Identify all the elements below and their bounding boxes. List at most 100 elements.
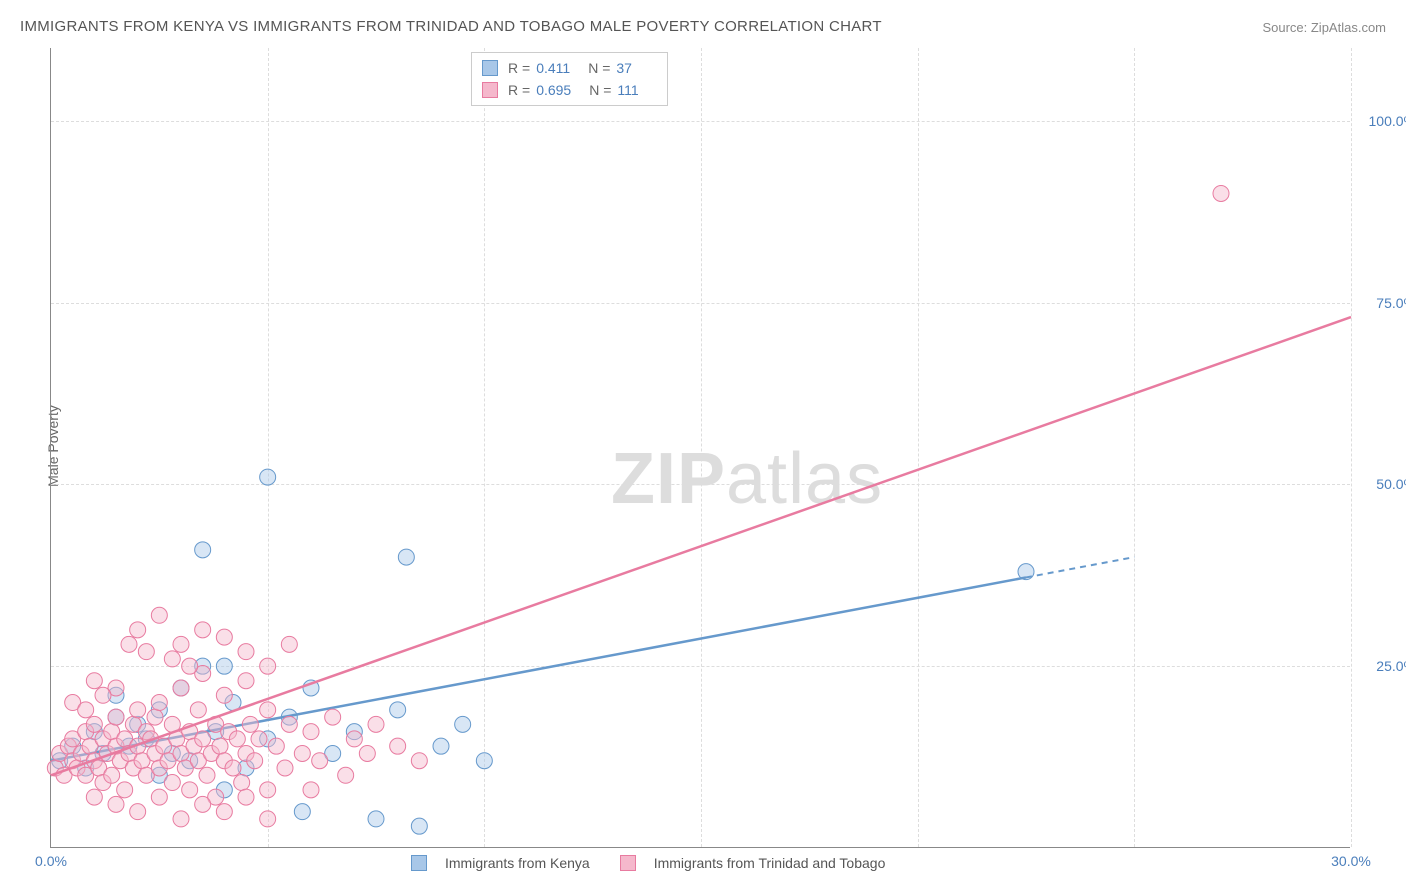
data-point — [346, 731, 362, 747]
data-point — [225, 760, 241, 776]
data-point — [476, 753, 492, 769]
regression-line-extrapolated — [1026, 557, 1134, 577]
n-label: N = — [589, 82, 611, 98]
data-point — [277, 760, 293, 776]
data-point — [182, 658, 198, 674]
data-point — [260, 702, 276, 718]
data-point — [138, 644, 154, 660]
data-point — [147, 709, 163, 725]
data-point — [398, 549, 414, 565]
n-value: 37 — [616, 60, 632, 76]
data-point — [368, 716, 384, 732]
data-point — [303, 782, 319, 798]
data-point — [173, 636, 189, 652]
plot-area: 25.0%50.0%75.0%100.0%0.0%30.0% ZIPatlas … — [50, 48, 1350, 848]
data-point — [247, 753, 263, 769]
legend-item: Immigrants from Kenya — [411, 855, 590, 871]
data-point — [104, 767, 120, 783]
data-point — [1213, 185, 1229, 201]
data-point — [294, 745, 310, 761]
data-point — [238, 673, 254, 689]
chart-title: IMMIGRANTS FROM KENYA VS IMMIGRANTS FROM… — [20, 18, 882, 35]
data-point — [151, 789, 167, 805]
y-tick-label: 50.0% — [1356, 476, 1406, 492]
data-point — [238, 644, 254, 660]
data-point — [108, 796, 124, 812]
data-point — [325, 709, 341, 725]
data-point — [338, 767, 354, 783]
data-point — [108, 709, 124, 725]
data-point — [294, 804, 310, 820]
r-value: 0.411 — [536, 60, 570, 76]
legend-label: Immigrants from Kenya — [445, 855, 590, 871]
x-tick-label: 0.0% — [35, 853, 67, 869]
legend-swatch — [482, 60, 498, 76]
data-point — [433, 738, 449, 754]
n-value: 111 — [617, 82, 638, 98]
data-point — [190, 702, 206, 718]
r-label: R = — [508, 60, 530, 76]
data-point — [195, 796, 211, 812]
y-tick-label: 100.0% — [1356, 113, 1406, 129]
source-attribution: Source: ZipAtlas.com — [1262, 20, 1386, 35]
bottom-legend: Immigrants from KenyaImmigrants from Tri… — [411, 855, 885, 871]
regression-line — [51, 317, 1351, 775]
data-point — [216, 629, 232, 645]
data-point — [411, 818, 427, 834]
data-point — [121, 636, 137, 652]
data-point — [411, 753, 427, 769]
y-tick-label: 25.0% — [1356, 658, 1406, 674]
data-point — [78, 702, 94, 718]
n-label: N = — [588, 60, 610, 76]
data-point — [368, 811, 384, 827]
data-point — [130, 702, 146, 718]
stats-legend-box: R = 0.411 N = 37 R = 0.695 N = 111 — [471, 52, 668, 106]
data-point — [234, 775, 250, 791]
data-point — [260, 811, 276, 827]
data-point — [130, 804, 146, 820]
data-point — [151, 695, 167, 711]
data-point — [95, 687, 111, 703]
gridline-vertical — [1351, 48, 1352, 847]
legend-swatch — [482, 82, 498, 98]
data-point — [390, 702, 406, 718]
data-point — [182, 782, 198, 798]
r-value: 0.695 — [536, 82, 571, 98]
data-point — [260, 658, 276, 674]
data-point — [260, 469, 276, 485]
legend-swatch — [620, 855, 636, 871]
data-point — [359, 745, 375, 761]
data-point — [195, 542, 211, 558]
data-point — [86, 673, 102, 689]
stats-row: R = 0.695 N = 111 — [482, 79, 657, 101]
data-point — [164, 775, 180, 791]
scatter-chart — [51, 48, 1350, 847]
data-point — [151, 607, 167, 623]
data-point — [86, 716, 102, 732]
y-tick-label: 75.0% — [1356, 295, 1406, 311]
data-point — [303, 724, 319, 740]
data-point — [216, 658, 232, 674]
data-point — [173, 811, 189, 827]
data-point — [173, 680, 189, 696]
data-point — [238, 789, 254, 805]
legend-swatch — [411, 855, 427, 871]
data-point — [130, 622, 146, 638]
data-point — [199, 767, 215, 783]
data-point — [268, 738, 284, 754]
data-point — [229, 731, 245, 747]
data-point — [195, 731, 211, 747]
data-point — [251, 731, 267, 747]
data-point — [216, 804, 232, 820]
data-point — [216, 687, 232, 703]
x-tick-label: 30.0% — [1331, 853, 1371, 869]
data-point — [195, 622, 211, 638]
data-point — [390, 738, 406, 754]
data-point — [281, 716, 297, 732]
data-point — [164, 651, 180, 667]
stats-row: R = 0.411 N = 37 — [482, 57, 657, 79]
r-label: R = — [508, 82, 530, 98]
data-point — [86, 789, 102, 805]
data-point — [281, 636, 297, 652]
data-point — [242, 716, 258, 732]
